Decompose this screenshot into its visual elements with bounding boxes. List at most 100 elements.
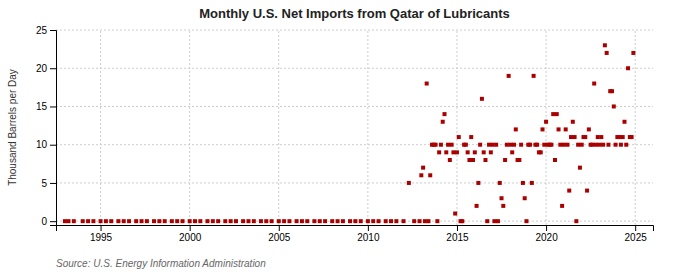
point [371, 219, 375, 223]
x-tick-label: 2020 [535, 232, 558, 243]
chart: 19952000200520102015202020250510152025Mo… [0, 0, 675, 275]
point [460, 219, 464, 223]
point [259, 219, 263, 223]
point [475, 204, 479, 208]
point [610, 89, 614, 93]
point [109, 219, 113, 223]
point [193, 219, 197, 223]
point [524, 219, 528, 223]
y-tick-mark [50, 183, 56, 184]
grid-line [278, 30, 279, 225]
point [505, 143, 509, 147]
point [469, 135, 473, 139]
point [451, 150, 455, 154]
point [558, 143, 562, 147]
point [444, 150, 448, 154]
y-axis-title: Thousand Barrels per Day [7, 69, 18, 186]
point [503, 158, 507, 162]
grid-line [546, 30, 547, 225]
title: Monthly U.S. Net Imports from Qatar of L… [199, 6, 510, 21]
point [252, 219, 256, 223]
point [122, 219, 126, 223]
point [359, 219, 363, 223]
point [508, 143, 512, 147]
x-tick-mark [190, 225, 191, 231]
x-tick: 1995 [90, 225, 113, 243]
point [482, 150, 486, 154]
grid-line [56, 182, 653, 183]
point [428, 173, 432, 177]
point [603, 43, 607, 47]
point [99, 219, 103, 223]
point [66, 219, 70, 223]
point [295, 219, 299, 223]
point [353, 219, 357, 223]
point [439, 143, 443, 147]
x-tick-mark [546, 225, 547, 231]
point [496, 219, 500, 223]
point [198, 219, 202, 223]
point [442, 112, 446, 116]
point [229, 219, 233, 223]
point [532, 74, 536, 78]
point [492, 219, 496, 223]
point [583, 135, 587, 139]
point [418, 219, 422, 223]
point [453, 212, 457, 216]
point [535, 143, 539, 147]
point [91, 219, 95, 223]
grid-line [367, 30, 368, 225]
point [270, 219, 274, 223]
point [560, 204, 564, 208]
point [630, 135, 634, 139]
x-tick-mark [457, 225, 458, 231]
point [63, 219, 67, 223]
point [81, 219, 85, 223]
point [305, 219, 309, 223]
x-axis: 1995200020052010201520202025 [57, 225, 654, 243]
grid-line [56, 68, 653, 69]
point [487, 143, 491, 147]
point [435, 219, 439, 223]
point [450, 143, 454, 147]
point [580, 143, 584, 147]
point [455, 150, 459, 154]
point [594, 143, 598, 147]
y-tick-label: 0 [41, 216, 47, 227]
point [188, 219, 192, 223]
point [553, 158, 557, 162]
grid-line [189, 30, 190, 225]
point [471, 158, 475, 162]
point [624, 143, 628, 147]
y-tick-label: 5 [41, 178, 47, 189]
points [63, 43, 635, 223]
grid [56, 30, 653, 225]
point [501, 204, 505, 208]
grid-line [56, 106, 653, 107]
point [457, 135, 461, 139]
point [341, 219, 345, 223]
point [569, 135, 573, 139]
point [621, 135, 625, 139]
point [478, 143, 482, 147]
point [466, 150, 470, 154]
point [425, 82, 429, 86]
point [234, 219, 238, 223]
point [617, 135, 621, 139]
point [512, 143, 516, 147]
y-tick-mark [50, 106, 56, 107]
point [585, 189, 589, 193]
y-tick-label: 20 [36, 63, 48, 74]
point [483, 158, 487, 162]
y-tick-label: 25 [36, 25, 48, 36]
x-tick: 2025 [625, 225, 648, 243]
point [622, 120, 626, 124]
point [542, 143, 546, 147]
point [523, 196, 527, 200]
y-tick: 15 [36, 101, 56, 112]
y-tick-label: 10 [36, 139, 48, 150]
point [446, 143, 450, 147]
x-tick: 2010 [357, 225, 380, 243]
point [330, 219, 334, 223]
point [348, 219, 352, 223]
